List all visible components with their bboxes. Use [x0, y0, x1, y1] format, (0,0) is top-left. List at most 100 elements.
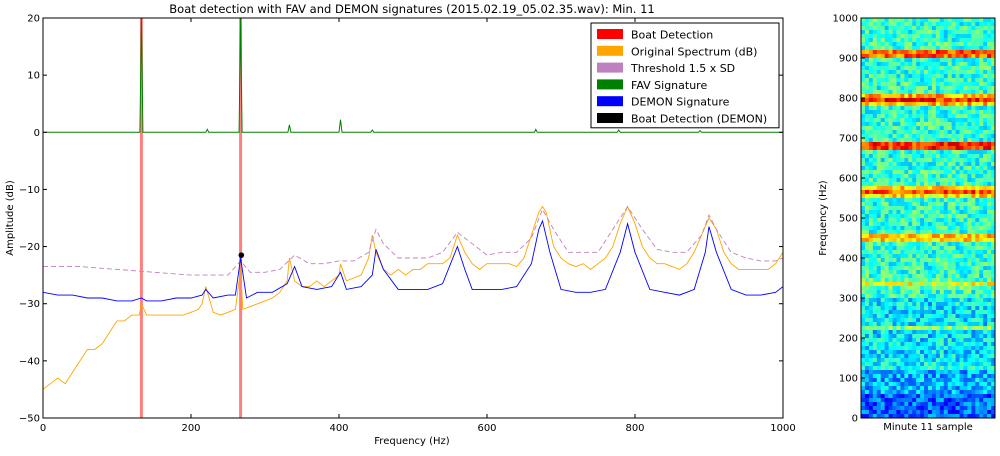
spectrogram-cell: [912, 266, 917, 271]
spectrogram-cell: [963, 22, 968, 27]
spectrogram-cell: [928, 106, 933, 111]
spectrogram-cell: [912, 250, 917, 255]
spectrogram-cell: [888, 198, 893, 203]
spectrogram-cell: [987, 370, 992, 375]
spectrogram-cell: [884, 410, 889, 415]
spectrogram-cell: [912, 378, 917, 383]
spectrogram-cell: [884, 106, 889, 111]
spectrogram-cell: [947, 286, 952, 291]
spectrogram-cell: [971, 186, 976, 191]
spectrogram-cell: [955, 174, 960, 179]
spectrogram-cell: [920, 122, 925, 127]
spectrogram-cell: [924, 214, 929, 219]
spectrogram-cell: [888, 138, 893, 143]
spectrogram-cell: [987, 122, 992, 127]
spectrogram-cell: [928, 218, 933, 223]
spectrogram-cell: [951, 242, 956, 247]
spectrogram-cell: [963, 402, 968, 407]
spectrogram-cell: [912, 34, 917, 39]
spectrogram-cell: [904, 226, 909, 231]
spectrogram-cell: [928, 18, 933, 23]
spectrogram-cell: [888, 334, 893, 339]
spectrogram-cell: [991, 306, 996, 311]
spectrogram-cell: [924, 146, 929, 151]
spectrogram-cell: [928, 34, 933, 39]
spectrogram-cell: [935, 158, 941, 163]
spectrogram-cell: [983, 130, 988, 135]
spectrogram-cell: [896, 82, 901, 87]
spectrogram-cell: [939, 98, 945, 103]
spectrogram-cell: [951, 182, 956, 187]
spectrogram-cell: [864, 250, 870, 255]
spectrogram-cell: [955, 98, 960, 103]
spectrogram-cell: [876, 114, 881, 119]
spectrogram-cell: [904, 46, 909, 51]
spectrogram-cell: [864, 318, 870, 323]
spectrogram-cell: [880, 178, 885, 183]
spectrogram-cell: [888, 182, 893, 187]
spectrogram-cell: [975, 194, 980, 199]
spectrogram-cell: [947, 310, 952, 315]
spectrogram-cell: [916, 246, 921, 251]
spectrogram-cell: [983, 70, 988, 75]
spectrogram-cell: [912, 190, 917, 195]
spectrogram-cell: [939, 102, 945, 107]
spectrogram-cell: [991, 318, 996, 323]
spectrogram-cell: [912, 382, 917, 387]
spectrogram-cell: [947, 142, 952, 147]
spectrogram-cell: [868, 126, 874, 131]
spectrogram-cell: [983, 114, 988, 119]
boat-detection-demon-point: [238, 252, 245, 258]
spectrogram-cell: [947, 330, 952, 335]
spectrogram-cell: [900, 138, 905, 143]
spectrogram-cell: [971, 122, 976, 127]
spectrogram-cell: [967, 410, 972, 415]
spectrogram-cell: [939, 198, 945, 203]
spectrogram-cell: [900, 66, 905, 71]
spectrogram-cell: [951, 106, 956, 111]
spectrogram-cell: [876, 58, 881, 63]
spectrogram-cell: [955, 254, 960, 259]
spectrogram-cell: [872, 322, 878, 327]
spectrogram-cell: [931, 362, 937, 367]
spectrogram-cell: [861, 134, 866, 139]
spectrogram-cell: [864, 358, 870, 363]
spectrogram-cell: [991, 154, 996, 159]
spectrogram-cell: [987, 402, 992, 407]
spectrogram-cell: [920, 330, 925, 335]
spectrogram-cell: [931, 242, 937, 247]
spectrogram-cell: [935, 366, 941, 371]
spectrogram-cell: [979, 342, 984, 347]
spectrogram-cell: [931, 182, 937, 187]
spectrogram-cell: [939, 326, 945, 331]
spectrogram-cell: [979, 50, 984, 55]
spectrogram-cell: [928, 134, 933, 139]
spectrogram-cell: [868, 346, 874, 351]
spectrogram-cell: [943, 130, 948, 135]
spectrogram-cell: [983, 110, 988, 115]
spectrogram-cell: [987, 334, 992, 339]
spectrogram-cell: [904, 182, 909, 187]
spectrogram-cell: [975, 218, 980, 223]
spectrogram-cell: [924, 198, 929, 203]
spectrogram-cell: [904, 342, 909, 347]
spectrogram-y-tick-label: 600: [839, 174, 858, 185]
spectrogram-cell: [928, 210, 933, 215]
spectrogram-cell: [971, 134, 976, 139]
spectrogram-cell: [979, 126, 984, 131]
spectrogram-cell: [931, 238, 937, 243]
spectrogram-cell: [912, 270, 917, 275]
spectrogram-cell: [947, 126, 952, 131]
spectrogram-cell: [872, 106, 878, 111]
spectrogram-cell: [947, 46, 952, 51]
spectrogram-cell: [967, 46, 972, 51]
spectrogram-cell: [983, 22, 988, 27]
spectrogram-cell: [939, 206, 945, 211]
spectrogram-cell: [943, 386, 948, 391]
spectrogram-cell: [991, 210, 996, 215]
spectrogram-cell: [971, 318, 976, 323]
spectrogram-cell: [884, 326, 889, 331]
spectrogram-cell: [900, 222, 905, 227]
spectrogram-cell: [908, 318, 913, 323]
